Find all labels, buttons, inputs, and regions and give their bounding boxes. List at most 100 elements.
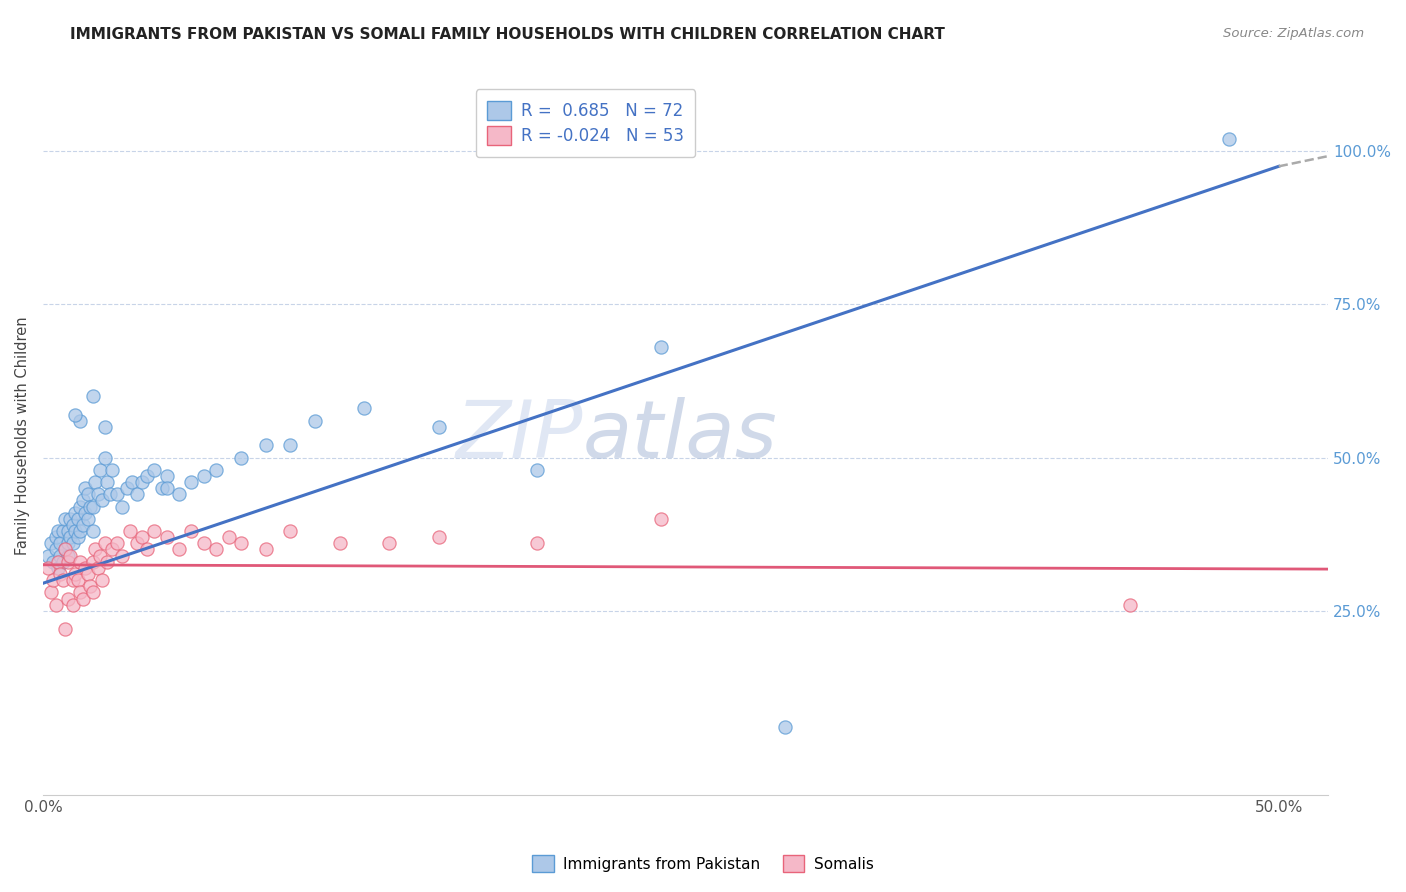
Point [62, 598, 84, 612]
Point [127, 536, 149, 550]
Point [86, 561, 108, 575]
Point [49, 549, 72, 563]
Point [127, 487, 149, 501]
Point [46, 555, 69, 569]
Point [136, 469, 159, 483]
Point [52, 524, 75, 538]
Point [55, 542, 77, 557]
Point [115, 481, 138, 495]
Point [143, 524, 166, 538]
Point [278, 438, 301, 452]
Point [84, 542, 107, 557]
Point [111, 549, 134, 563]
Legend: Immigrants from Pakistan, Somalis: Immigrants from Pakistan, Somalis [524, 847, 882, 880]
Point [62, 573, 84, 587]
Point [82, 524, 104, 538]
Point [353, 401, 375, 416]
Point [82, 555, 104, 569]
Point [79, 579, 101, 593]
Point [69, 585, 91, 599]
Point [45, 530, 67, 544]
Point [56, 555, 79, 569]
Point [773, 720, 796, 734]
Point [49, 567, 72, 582]
Point [56, 524, 79, 538]
Point [55, 622, 77, 636]
Point [65, 524, 87, 538]
Text: IMMIGRANTS FROM PAKISTAN VS SOMALI FAMILY HOUSEHOLDS WITH CHILDREN CORRELATION C: IMMIGRANTS FROM PAKISTAN VS SOMALI FAMIL… [70, 27, 945, 42]
Point [105, 536, 128, 550]
Point [59, 512, 82, 526]
Point [1119, 598, 1142, 612]
Point [72, 591, 94, 606]
Point [82, 389, 104, 403]
Point [167, 542, 190, 557]
Point [329, 536, 352, 550]
Y-axis label: Family Households with Children: Family Households with Children [15, 317, 30, 556]
Point [37, 561, 59, 575]
Point [131, 475, 153, 489]
Point [96, 555, 118, 569]
Point [72, 518, 94, 533]
Point [55, 542, 77, 557]
Point [55, 512, 77, 526]
Text: atlas: atlas [583, 397, 778, 475]
Point [46, 561, 69, 575]
Point [69, 500, 91, 514]
Point [156, 530, 179, 544]
Point [66, 573, 89, 587]
Point [1218, 132, 1240, 146]
Point [45, 598, 67, 612]
Point [136, 542, 159, 557]
Point [42, 573, 65, 587]
Point [76, 512, 98, 526]
Point [75, 481, 97, 495]
Point [101, 542, 124, 557]
Point [101, 463, 124, 477]
Point [75, 561, 97, 575]
Point [94, 450, 117, 465]
Point [84, 475, 107, 489]
Point [39, 536, 62, 550]
Point [65, 408, 87, 422]
Point [229, 536, 252, 550]
Point [229, 450, 252, 465]
Point [156, 481, 179, 495]
Point [143, 463, 166, 477]
Point [193, 469, 215, 483]
Point [69, 524, 91, 538]
Text: Source: ZipAtlas.com: Source: ZipAtlas.com [1223, 27, 1364, 40]
Point [94, 420, 117, 434]
Point [150, 481, 173, 495]
Point [91, 493, 114, 508]
Point [205, 463, 228, 477]
Point [62, 536, 84, 550]
Point [76, 487, 98, 501]
Point [121, 475, 143, 489]
Point [131, 530, 153, 544]
Point [79, 500, 101, 514]
Point [45, 542, 67, 557]
Point [52, 573, 75, 587]
Point [72, 493, 94, 508]
Point [39, 585, 62, 599]
Point [82, 585, 104, 599]
Point [205, 542, 228, 557]
Point [56, 536, 79, 550]
Point [156, 469, 179, 483]
Point [304, 414, 326, 428]
Point [91, 573, 114, 587]
Point [66, 530, 89, 544]
Legend: R =  0.685   N = 72, R = -0.024   N = 53: R = 0.685 N = 72, R = -0.024 N = 53 [475, 89, 695, 157]
Point [118, 524, 141, 538]
Point [167, 487, 190, 501]
Point [89, 549, 111, 563]
Text: ZIP: ZIP [456, 397, 583, 475]
Point [193, 536, 215, 550]
Point [56, 591, 79, 606]
Point [94, 536, 117, 550]
Point [427, 530, 450, 544]
Point [650, 340, 672, 354]
Point [65, 506, 87, 520]
Point [75, 506, 97, 520]
